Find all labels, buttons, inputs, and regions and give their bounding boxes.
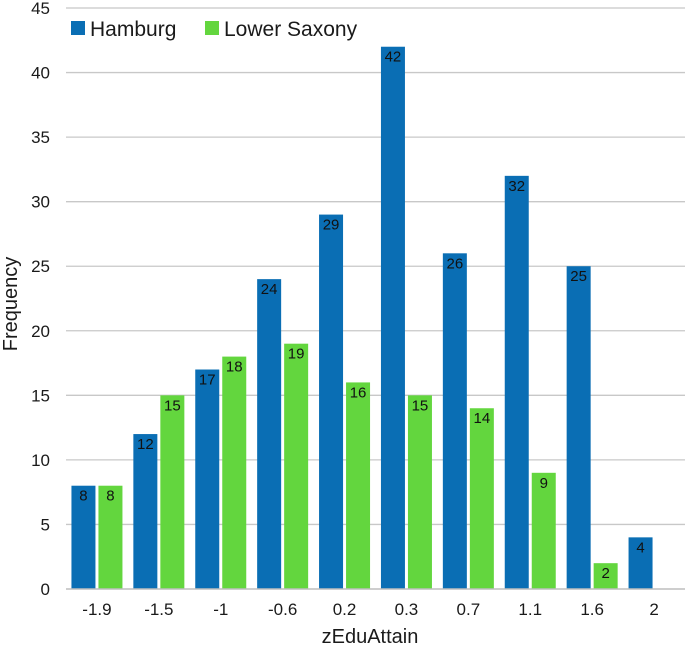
data-label-lower-saxony: 14: [474, 410, 491, 427]
bar-hamburg: [319, 214, 344, 590]
bar-hamburg: [133, 434, 158, 589]
data-label-hamburg: 29: [323, 217, 340, 234]
legend-label-lower-saxony: Lower Saxony: [224, 18, 358, 41]
y-tick-label: 25: [31, 257, 50, 276]
x-tick-label: 2: [649, 600, 658, 619]
data-label-hamburg: 26: [447, 255, 464, 272]
bar-lower-saxony: [222, 356, 247, 589]
data-label-hamburg: 17: [199, 372, 216, 389]
data-label-lower-saxony: 9: [540, 475, 548, 492]
bar-hamburg: [380, 46, 405, 589]
data-label-hamburg: 8: [79, 488, 87, 505]
bar-lower-saxony: [469, 408, 494, 589]
x-tick-label: 0.3: [395, 600, 419, 619]
bar-lower-saxony: [593, 563, 618, 589]
x-tick-label: -0.6: [268, 600, 297, 619]
bar-lower-saxony: [346, 382, 371, 589]
data-label-hamburg: 25: [570, 268, 587, 285]
bar-lower-saxony: [531, 472, 556, 589]
legend: Hamburg Lower Saxony: [71, 18, 358, 41]
y-tick-label: 5: [41, 515, 50, 534]
x-tick-label: -1: [213, 600, 228, 619]
legend-swatch-hamburg: [71, 21, 85, 35]
x-axis-title: zEduAttain: [322, 626, 419, 648]
bar-lower-saxony: [407, 395, 432, 589]
x-tick-label: -1.5: [144, 600, 173, 619]
bar-hamburg: [442, 253, 467, 590]
y-axis-ticks: 0 5 10 15 20 25 30 35 40 45: [31, 0, 50, 599]
legend-label-hamburg: Hamburg: [90, 18, 176, 41]
y-tick-label: 10: [31, 451, 50, 470]
y-axis-title: Frequency: [0, 257, 22, 352]
y-tick-label: 15: [31, 386, 50, 405]
x-tick-label: -1.9: [82, 600, 111, 619]
bar-hamburg: [566, 266, 591, 589]
y-tick-label: 0: [41, 580, 50, 599]
bar-hamburg: [195, 369, 220, 589]
data-label-lower-saxony: 15: [412, 397, 429, 414]
data-label-lower-saxony: 16: [350, 384, 367, 401]
data-label-lower-saxony: 18: [226, 359, 243, 376]
legend-swatch-lower-saxony: [205, 21, 219, 35]
data-label-lower-saxony: 19: [288, 346, 305, 363]
x-axis-ticks: -1.9 -1.5 -1 -0.6 0.2 0.3 0.7 1.1 1.6 2: [82, 600, 658, 619]
y-tick-label: 40: [31, 64, 50, 83]
bar-hamburg: [257, 279, 282, 589]
x-tick-label: 0.2: [333, 600, 357, 619]
data-label-hamburg: 12: [137, 436, 154, 453]
x-tick-label: 1.1: [518, 600, 542, 619]
data-label-lower-saxony: 15: [164, 397, 181, 414]
x-tick-label: 1.6: [580, 600, 604, 619]
bar-hamburg: [71, 485, 96, 589]
data-label-hamburg: 24: [261, 281, 278, 298]
data-label-hamburg: 4: [636, 539, 644, 556]
y-tick-label: 30: [31, 193, 50, 212]
data-label-lower-saxony: 8: [106, 488, 114, 505]
data-label-lower-saxony: 2: [601, 565, 609, 582]
bar-lower-saxony: [284, 343, 309, 589]
bar-lower-saxony: [98, 485, 123, 589]
bars: 8 12 17 24 29 42 26 32 25 4 8 15 18 19 16 15 14 9 2: [71, 46, 653, 590]
bar-hamburg: [628, 537, 653, 589]
bar-lower-saxony: [160, 395, 185, 589]
x-tick-label: 0.7: [457, 600, 481, 619]
bar-hamburg: [504, 175, 529, 589]
data-label-hamburg: 42: [385, 49, 402, 66]
gridlines: [66, 7, 685, 526]
y-tick-label: 45: [31, 0, 50, 18]
y-tick-label: 35: [31, 128, 50, 147]
data-label-hamburg: 32: [508, 178, 525, 195]
y-tick-label: 20: [31, 322, 50, 341]
